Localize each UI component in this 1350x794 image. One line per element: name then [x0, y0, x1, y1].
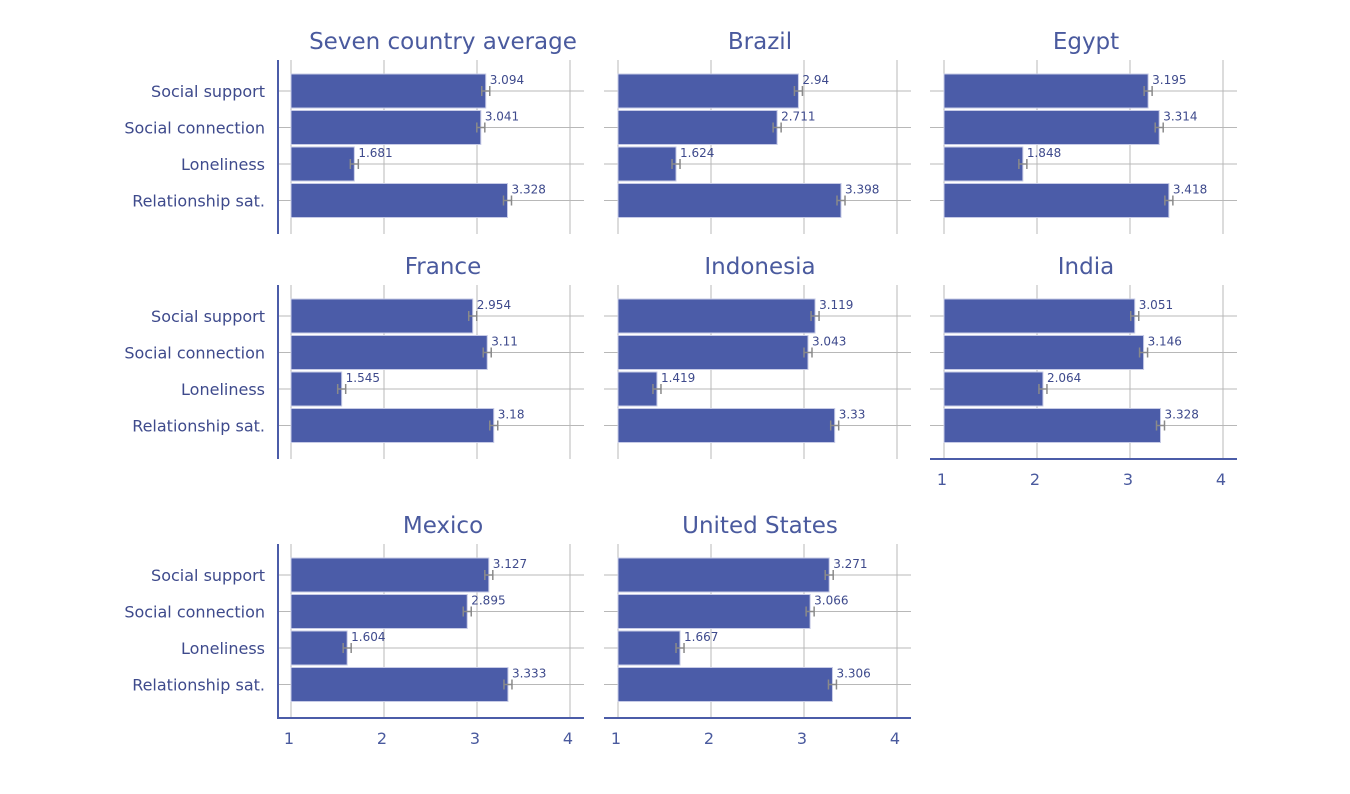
data-label: 2.064: [1047, 371, 1081, 385]
bar: [943, 110, 1160, 145]
panel-title: Egypt: [1053, 29, 1119, 55]
bar: [290, 557, 490, 593]
data-label: 2.895: [471, 594, 505, 608]
bar: [290, 371, 343, 407]
x-tick-label: 2: [704, 729, 714, 748]
data-label: 1.545: [346, 371, 380, 385]
bar: [290, 183, 509, 218]
category-label: Social support: [151, 307, 265, 326]
category-label: Loneliness: [181, 155, 265, 174]
data-label: 3.314: [1163, 110, 1197, 124]
bar: [617, 594, 811, 629]
bar: [290, 146, 355, 182]
data-label: 1.667: [684, 630, 718, 644]
panel-title: Brazil: [728, 29, 792, 55]
bar: [617, 667, 833, 702]
x-tick-label: 1: [284, 729, 294, 748]
bar: [943, 183, 1170, 218]
data-label: 2.94: [802, 73, 829, 87]
bar: [943, 371, 1044, 407]
category-label: Social support: [151, 82, 265, 101]
bar: [943, 146, 1024, 182]
bar: [617, 298, 816, 334]
bar: [943, 298, 1136, 334]
data-label: 3.398: [845, 183, 879, 197]
data-label: 1.624: [680, 146, 714, 160]
data-label: 3.043: [812, 335, 846, 349]
bar: [617, 146, 677, 182]
data-label: 3.328: [1165, 408, 1199, 422]
x-tick-label: 2: [1030, 470, 1040, 489]
category-label: Social support: [151, 566, 265, 585]
bar: [617, 73, 799, 109]
panel-title: Seven country average: [309, 29, 577, 55]
data-label: 2.954: [477, 298, 511, 312]
bar: [290, 298, 474, 334]
x-tick-label: 2: [377, 729, 387, 748]
category-label: Loneliness: [181, 380, 265, 399]
bar: [290, 630, 348, 666]
bar: [617, 557, 830, 593]
data-label: 3.066: [814, 594, 848, 608]
x-tick-label: 3: [1123, 470, 1133, 489]
panel-title: India: [1058, 254, 1114, 280]
bar: [290, 408, 495, 443]
data-label: 1.604: [351, 630, 385, 644]
data-label: 3.328: [512, 183, 546, 197]
category-label: Relationship sat.: [132, 417, 265, 436]
panel-title: United States: [682, 513, 838, 539]
data-label: 3.146: [1148, 335, 1182, 349]
category-label: Social connection: [124, 603, 265, 622]
data-label: 3.051: [1139, 298, 1173, 312]
data-label: 3.271: [833, 557, 867, 571]
panel-title: Indonesia: [704, 254, 815, 280]
x-tick-label: 4: [563, 729, 573, 748]
x-tick-label: 1: [937, 470, 947, 489]
data-label: 3.195: [1152, 73, 1186, 87]
data-label: 2.711: [781, 110, 815, 124]
data-label: 3.041: [485, 110, 519, 124]
x-tick-label: 3: [470, 729, 480, 748]
data-label: 1.848: [1027, 146, 1061, 160]
data-label: 3.119: [819, 298, 853, 312]
bar: [290, 110, 482, 145]
bar: [617, 408, 836, 443]
bar: [617, 110, 778, 145]
bar: [617, 371, 658, 407]
x-tick-label: 4: [890, 729, 900, 748]
bar: [617, 183, 842, 218]
data-label: 3.306: [836, 667, 870, 681]
bar: [290, 73, 487, 109]
data-label: 3.33: [839, 408, 866, 422]
bar: [943, 408, 1162, 443]
panel-title: France: [405, 254, 481, 280]
category-label: Relationship sat.: [132, 676, 265, 695]
data-label: 1.681: [358, 146, 392, 160]
category-label: Loneliness: [181, 639, 265, 658]
x-tick-label: 4: [1216, 470, 1226, 489]
data-label: 3.094: [490, 73, 524, 87]
bar: [290, 335, 488, 370]
bar: [617, 630, 681, 666]
data-label: 3.333: [512, 667, 546, 681]
bar: [290, 594, 468, 629]
panel-title: Mexico: [403, 513, 483, 539]
bar: [943, 73, 1149, 109]
bar: [290, 667, 509, 702]
data-label: 3.127: [493, 557, 527, 571]
category-label: Social connection: [124, 119, 265, 138]
data-label: 3.418: [1173, 183, 1207, 197]
category-label: Social connection: [124, 344, 265, 363]
bar: [943, 335, 1145, 370]
x-tick-label: 1: [611, 729, 621, 748]
x-tick-label: 3: [797, 729, 807, 748]
data-label: 1.419: [661, 371, 695, 385]
category-label: Relationship sat.: [132, 192, 265, 211]
bar: [617, 335, 809, 370]
data-label: 3.18: [498, 408, 525, 422]
data-label: 3.11: [491, 335, 518, 349]
